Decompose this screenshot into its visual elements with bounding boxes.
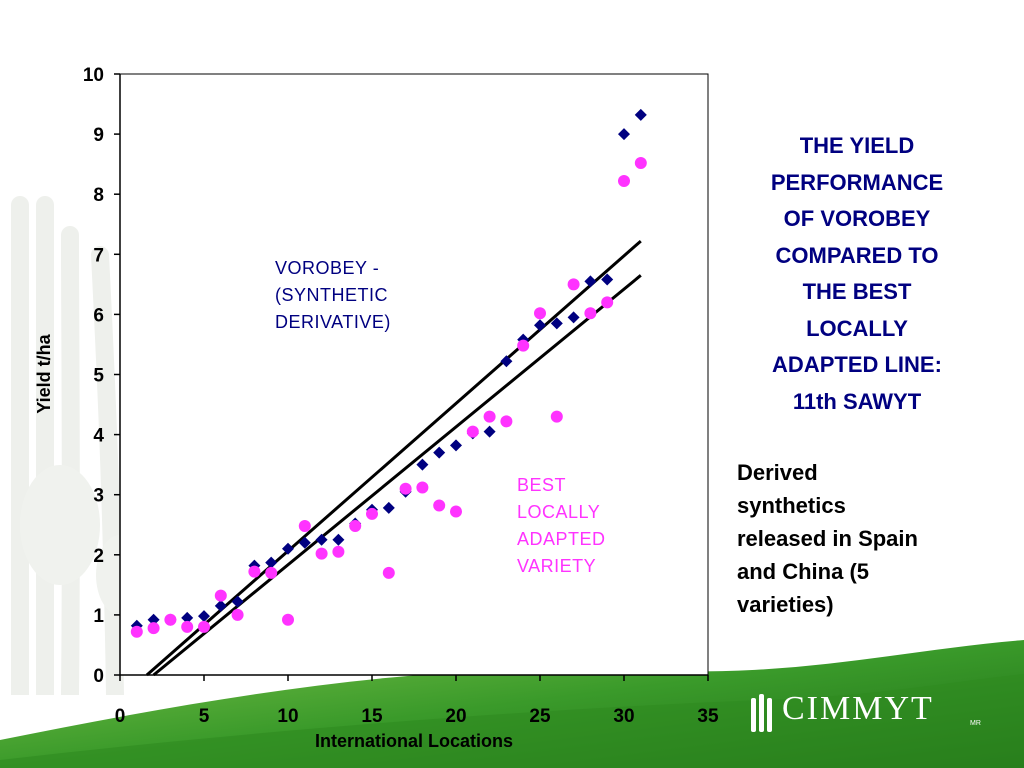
y-tick-label: 5 — [93, 366, 104, 387]
point-best-variety — [349, 519, 362, 532]
slide-body-text: Derived synthetics released in Spain and… — [737, 460, 918, 617]
point-best-variety — [433, 499, 446, 512]
vorobey-series-label: VOROBEY - (SYNTHETIC DERIVATIVE) — [275, 258, 391, 332]
x-tick-label: 10 — [277, 706, 298, 727]
y-tick-label: 2 — [93, 546, 104, 567]
y-tick-label: 0 — [93, 666, 104, 687]
point-best-variety — [584, 307, 597, 320]
y-axis-title: Yield t/ha — [34, 333, 54, 413]
x-tick-label: 30 — [613, 706, 634, 727]
point-vorobey — [550, 317, 563, 330]
point-best-variety — [634, 156, 647, 169]
point-best-variety — [332, 545, 345, 558]
point-vorobey — [450, 439, 462, 452]
y-tick-label: 1 — [93, 606, 104, 627]
point-vorobey — [231, 595, 244, 608]
trendline-best-variety — [152, 274, 642, 677]
point-best-variety — [450, 505, 462, 518]
y-tick-label: 9 — [93, 125, 104, 146]
y-tick-label: 6 — [93, 305, 104, 326]
x-tick-label: 35 — [697, 706, 719, 727]
point-best-variety — [298, 519, 311, 532]
point-vorobey — [534, 319, 546, 332]
y-tick-label: 4 — [93, 426, 104, 447]
point-vorobey — [282, 542, 294, 555]
point-vorobey — [634, 108, 647, 121]
wheat-icon — [751, 694, 772, 732]
point-best-variety — [164, 613, 177, 626]
point-vorobey — [198, 610, 210, 623]
point-best-variety — [601, 296, 614, 309]
point-best-variety — [315, 547, 328, 560]
point-best-variety — [466, 425, 479, 438]
point-best-variety — [214, 589, 227, 602]
point-vorobey — [601, 273, 614, 286]
x-tick-label: 15 — [361, 706, 383, 727]
point-best-variety — [130, 625, 143, 638]
point-vorobey — [483, 425, 496, 438]
point-vorobey — [433, 446, 446, 459]
point-best-variety — [248, 565, 261, 578]
point-best-variety — [366, 507, 378, 520]
trademark-mark: MR — [970, 720, 981, 727]
point-best-variety — [567, 278, 580, 291]
point-best-variety — [198, 620, 210, 633]
point-best-variety — [534, 307, 546, 320]
point-best-variety — [399, 482, 412, 495]
point-vorobey — [298, 536, 311, 549]
best-variety-series-label: BEST LOCALLY ADAPTED VARIETY — [517, 475, 606, 576]
slide-title: THE YIELD PERFORMANCE OF VOROBEY COMPARE… — [770, 133, 944, 414]
plot-area — [119, 73, 709, 676]
y-tick-label: 10 — [83, 65, 104, 86]
point-vorobey — [567, 311, 580, 324]
x-axis-title: International Locations — [315, 731, 513, 751]
point-best-variety — [483, 410, 496, 423]
point-vorobey — [181, 611, 194, 624]
trendline-vorobey — [145, 239, 642, 677]
y-tick-label: 8 — [93, 185, 104, 206]
point-vorobey — [315, 533, 328, 546]
point-best-variety — [265, 566, 278, 579]
point-vorobey — [584, 275, 597, 288]
point-vorobey — [416, 458, 429, 471]
point-best-variety — [618, 174, 630, 187]
trendlines — [145, 239, 642, 677]
point-best-variety — [282, 613, 294, 626]
cimmyt-logo-text: CIMMYT — [782, 690, 934, 727]
point-vorobey — [332, 533, 345, 546]
point-best-variety — [382, 566, 395, 579]
point-vorobey — [500, 355, 513, 368]
point-best-variety — [500, 415, 513, 428]
point-best-variety — [147, 622, 160, 635]
y-tick-label: 7 — [93, 245, 104, 266]
point-best-variety — [550, 410, 563, 423]
point-vorobey — [214, 599, 227, 612]
wheat-watermark — [11, 196, 130, 695]
y-tick-label: 3 — [93, 486, 104, 507]
green-wave-background — [0, 640, 1024, 768]
point-vorobey — [382, 501, 395, 514]
point-best-variety — [181, 620, 194, 633]
x-tick-label: 0 — [115, 706, 126, 727]
x-tick-label: 5 — [199, 706, 210, 727]
x-tick-label: 20 — [445, 706, 466, 727]
data-points — [130, 108, 647, 638]
axes: 0 1 2 3 4 5 6 7 8 9 10 0 5 10 15 20 25 30 35 — [83, 65, 719, 727]
point-best-variety — [416, 481, 429, 494]
point-best-variety — [231, 608, 244, 621]
point-vorobey — [618, 128, 630, 141]
point-vorobey — [265, 556, 278, 569]
point-vorobey — [147, 613, 160, 626]
point-best-variety — [517, 339, 530, 352]
x-tick-label: 25 — [529, 706, 551, 727]
